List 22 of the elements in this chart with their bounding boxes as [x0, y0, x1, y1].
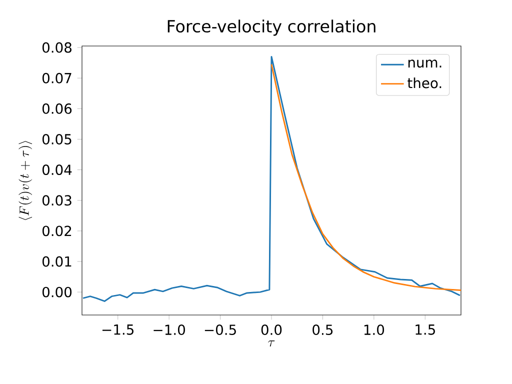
x-tick-label: −0.5 [204, 324, 236, 336]
x-tick-label: 0.0 [261, 324, 282, 336]
legend-label: theo. [408, 78, 442, 88]
x-tick-label: 1.5 [416, 324, 435, 335]
x-tick-label: 0.5 [312, 324, 333, 336]
y-tick-label: 0.05 [42, 134, 72, 144]
y-tick-label: 0.03 [42, 195, 72, 206]
line-series [82, 56, 461, 302]
x-tick-label: 1.0 [364, 324, 384, 336]
y-tick-label: 0.01 [42, 256, 72, 267]
y-tick-label: 0.02 [42, 226, 72, 236]
chart-title: Force-velocity correlation [168, 20, 376, 36]
legend-label: num. [408, 60, 442, 68]
y-tick-label: 0.06 [42, 103, 72, 114]
y-tick-label: 0.04 [42, 164, 72, 176]
y-axis-title: $\langle F(t)v(t+\tau)\rangle$ [18, 141, 32, 220]
x-tick-label: −1.5 [102, 324, 134, 335]
y-tick-label: 0.00 [42, 286, 72, 298]
y-tick-label: 0.08 [42, 42, 72, 53]
x-tick-label: −1.0 [154, 324, 185, 336]
y-tick-label: 0.07 [42, 72, 72, 84]
x-axis-title: $\tau$ [268, 340, 275, 346]
